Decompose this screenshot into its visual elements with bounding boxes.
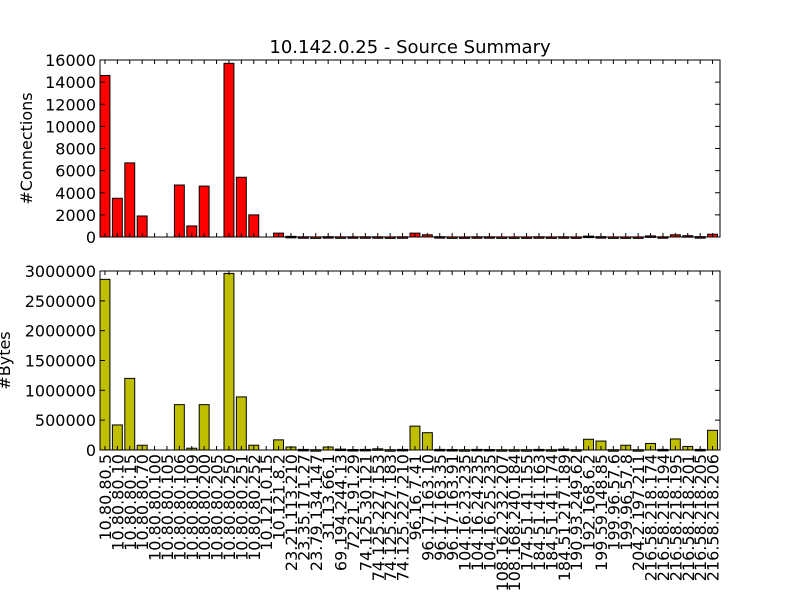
bytes-bars — [100, 273, 718, 451]
bar-bytes-8 — [199, 405, 209, 450]
y-tick-label: 2000 — [55, 206, 96, 225]
bar-connections-2 — [125, 163, 135, 237]
y-tick-label: 2500000 — [25, 292, 96, 311]
x-tick-label: 216.58.218.206 — [704, 454, 723, 581]
y-tick-label: 1000000 — [25, 381, 96, 400]
y-tick-label: 3000000 — [25, 262, 96, 281]
chart-title: 10.142.0.25 - Source Summary — [269, 37, 551, 58]
bar-bytes-2 — [125, 378, 135, 450]
y-tick-label: 14000 — [45, 73, 96, 92]
bytes-y-axis-label: #Bytes — [0, 331, 14, 389]
bar-connections-6 — [174, 185, 184, 237]
bar-bytes-11 — [236, 397, 246, 450]
bar-connections-0 — [100, 75, 110, 237]
bytes-plot-frame — [100, 271, 720, 450]
y-tick-label: 4000 — [55, 184, 96, 203]
bar-connections-11 — [236, 177, 246, 237]
bar-connections-1 — [112, 198, 122, 237]
y-tick-label: 10000 — [45, 117, 96, 136]
connections-y-axis-label: #Connections — [17, 92, 36, 204]
connections-bars — [100, 63, 718, 238]
y-tick-label: 2000000 — [25, 322, 96, 341]
bar-connections-10 — [224, 63, 234, 237]
y-tick-label: 1500000 — [25, 352, 96, 371]
source-ip-x-tick-labels: 10.80.80.510.80.80.1010.80.80.1510.80.80… — [96, 454, 723, 591]
bar-bytes-10 — [224, 273, 234, 450]
y-tick-label: 12000 — [45, 95, 96, 114]
y-tick-label: 0 — [86, 228, 96, 247]
y-tick-label: 6000 — [55, 162, 96, 181]
y-tick-label: 0 — [86, 441, 96, 460]
y-tick-label: 500000 — [35, 411, 96, 430]
bar-bytes-0 — [100, 279, 110, 450]
y-tick-label: 8000 — [55, 140, 96, 159]
bar-bytes-6 — [174, 405, 184, 450]
connections-panel: 0 2000 4000 6000 8000 10000 12000 14000 16000 #C… — [17, 51, 720, 247]
connections-plot-frame — [100, 60, 720, 237]
bar-connections-8 — [199, 186, 209, 237]
y-tick-label: 16000 — [45, 51, 96, 70]
bytes-panel: 0 500000 1000000 1500000 2000000 2500000 30000… — [0, 262, 723, 591]
